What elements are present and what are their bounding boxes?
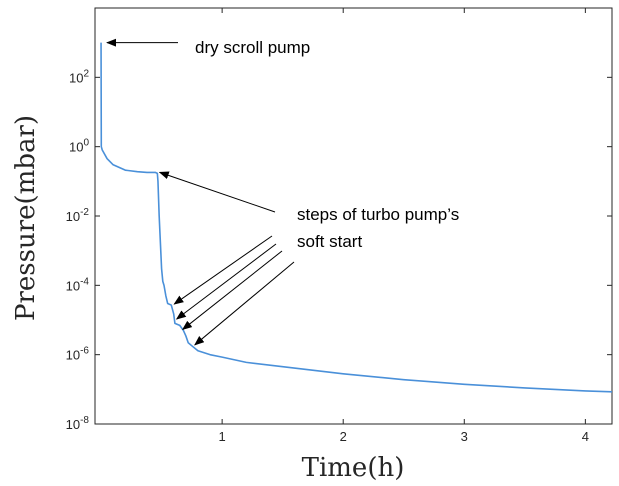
y-tick-label-base: 10 <box>66 417 80 432</box>
y-tick-label-base: 10 <box>69 140 83 155</box>
y-tick-label-exponent: -6 <box>80 346 89 357</box>
y-tick-label: 10-4 <box>66 276 90 293</box>
x-axis-title: Time(h) <box>302 453 405 483</box>
y-tick-label: 10-2 <box>66 207 90 224</box>
y-tick-label-exponent: 2 <box>83 68 89 79</box>
y-tick-label: 10-6 <box>66 346 90 363</box>
annotation-layer: dry scroll pump steps of turbo pump’s soft… <box>106 38 459 346</box>
x-tick-label: 1 <box>219 429 226 444</box>
annotation-arrow <box>158 171 276 213</box>
y-tick-label-exponent: -2 <box>80 207 89 218</box>
y-tick-label-base: 10 <box>66 278 80 293</box>
annotation-arrow <box>173 235 273 305</box>
y-tick-label-base: 10 <box>66 348 80 363</box>
annotation-arrow <box>175 243 277 320</box>
y-tick-label-base: 10 <box>66 209 80 224</box>
y-axis-title: Pressure(mbar) <box>11 115 41 321</box>
y-tick-label: 10-8 <box>66 415 90 432</box>
annotation-turbo-steps-line2: soft start <box>297 232 362 251</box>
x-tick-label: 2 <box>340 429 347 444</box>
y-tick-label: 102 <box>69 68 89 85</box>
annotation-arrow <box>181 250 283 331</box>
x-tick-label: 4 <box>582 429 589 444</box>
y-tick-label-base: 10 <box>69 70 83 85</box>
y-tick-label-exponent: 0 <box>83 138 89 149</box>
y-tick-label-exponent: -8 <box>80 415 89 426</box>
x-tick-label: 3 <box>461 429 468 444</box>
annotation-turbo-steps-line1: steps of turbo pump’s <box>297 205 459 224</box>
annotation-arrow <box>194 261 295 346</box>
pressure-series-line <box>100 42 613 393</box>
annotation-dry-scroll-pump: dry scroll pump <box>195 38 310 57</box>
y-tick-label-exponent: -4 <box>80 276 89 287</box>
y-tick-label: 100 <box>69 138 89 155</box>
plot-area-frame <box>94 7 613 425</box>
